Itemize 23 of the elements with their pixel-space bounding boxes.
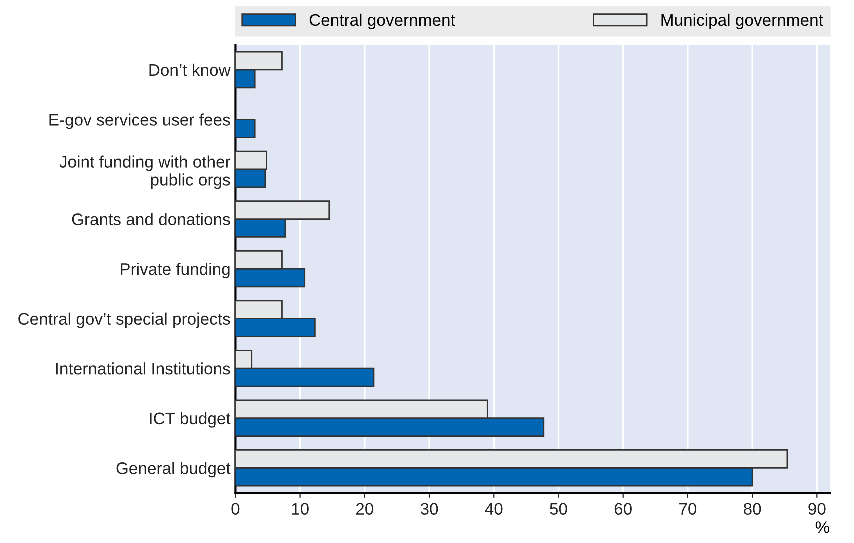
y-tick-label: Central gov’t special projects [18, 312, 230, 328]
x-tick-label: 0 [232, 503, 240, 516]
y-tick-label: ICT budget [150, 412, 231, 428]
x-tick-label: 60 [614, 503, 632, 516]
y-tick-label: Private funding [121, 263, 230, 279]
legend-label: Municipal government [662, 14, 824, 30]
y-tick-label: International Institutions [56, 362, 230, 375]
x-tick-label: 40 [485, 503, 503, 516]
x-tick-label: 70 [680, 503, 697, 516]
y-tick-label: Don’t know [150, 64, 231, 76]
y-tick-label: General budget [116, 462, 231, 478]
legend-label: Central government [310, 14, 456, 30]
x-tick-label: 20 [356, 503, 374, 516]
x-tick-label: 90 [808, 503, 826, 516]
y-tick-label: Grants and donations [72, 213, 230, 226]
y-tick-label: Joint funding with other public orgs [60, 156, 231, 190]
x-tick-label: 30 [420, 503, 438, 516]
bar [236, 119, 256, 138]
x-axis-title: % [816, 522, 830, 534]
y-tick-label: E-gov services user fees [50, 114, 230, 130]
x-tick-label: 50 [550, 503, 568, 516]
x-tick-label: 80 [744, 503, 762, 516]
x-tick-label: 10 [292, 503, 309, 516]
